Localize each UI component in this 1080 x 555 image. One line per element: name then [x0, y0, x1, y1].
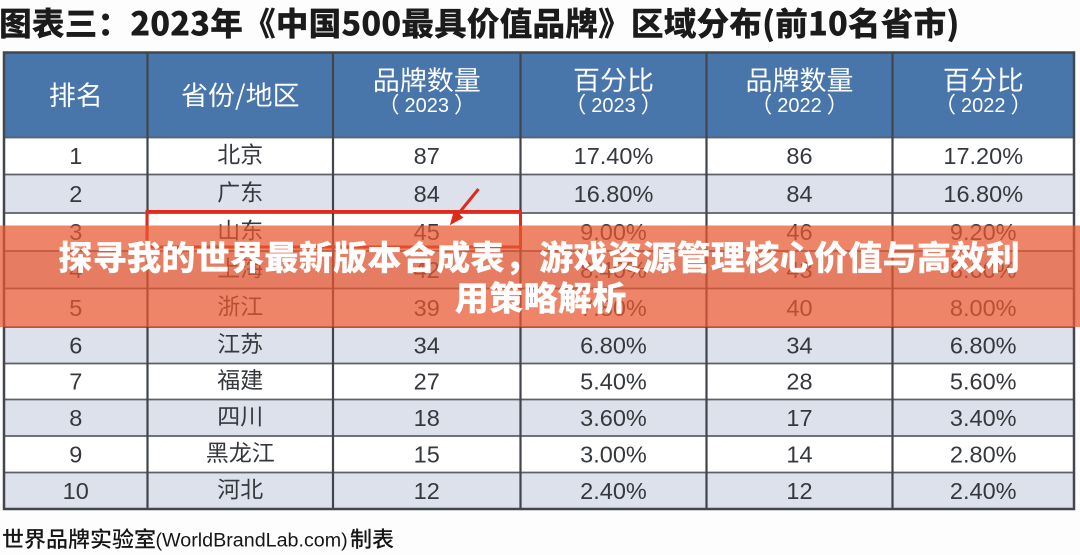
svg-text:15: 15	[414, 441, 440, 467]
svg-text:2.80%: 2.80%	[950, 441, 1017, 467]
svg-text:5.40%: 5.40%	[580, 369, 647, 395]
svg-text:2.40%: 2.40%	[580, 478, 647, 504]
svg-text:16.80%: 16.80%	[943, 181, 1023, 207]
svg-text:17.40%: 17.40%	[574, 143, 654, 169]
svg-text:12: 12	[786, 478, 812, 504]
svg-text:3.00%: 3.00%	[580, 441, 647, 467]
svg-text:17.20%: 17.20%	[943, 143, 1023, 169]
svg-text:34: 34	[786, 332, 812, 358]
svg-text:16.80%: 16.80%	[574, 181, 654, 207]
svg-text:12: 12	[414, 478, 440, 504]
svg-text:2.40%: 2.40%	[950, 478, 1017, 504]
svg-text:3.60%: 3.60%	[580, 405, 647, 431]
svg-text:2023: 2023	[405, 95, 450, 117]
svg-text:18: 18	[414, 405, 440, 431]
svg-text:2022: 2022	[777, 95, 822, 117]
svg-text:6.80%: 6.80%	[580, 332, 647, 358]
svg-text:5.60%: 5.60%	[950, 369, 1017, 395]
svg-text:2: 2	[69, 181, 82, 207]
svg-text:84: 84	[786, 181, 812, 207]
svg-text:1: 1	[69, 143, 82, 169]
svg-text:10: 10	[63, 478, 89, 504]
svg-text:27: 27	[414, 369, 440, 395]
svg-text:84: 84	[414, 181, 440, 207]
svg-text:34: 34	[414, 332, 440, 358]
svg-text:2022: 2022	[961, 95, 1006, 117]
svg-text:87: 87	[414, 143, 440, 169]
svg-text:9: 9	[69, 441, 82, 467]
svg-text:6.80%: 6.80%	[950, 332, 1017, 358]
svg-text:6: 6	[69, 332, 82, 358]
svg-text:2023: 2023	[591, 95, 636, 117]
svg-text:86: 86	[786, 143, 812, 169]
svg-text:8: 8	[69, 405, 82, 431]
svg-text:3.40%: 3.40%	[950, 405, 1017, 431]
svg-text:(WorldBrandLab.com): (WorldBrandLab.com)	[156, 530, 348, 552]
svg-text:17: 17	[786, 405, 812, 431]
svg-text:28: 28	[786, 369, 812, 395]
svg-text:7: 7	[69, 369, 82, 395]
svg-text:14: 14	[786, 441, 812, 467]
